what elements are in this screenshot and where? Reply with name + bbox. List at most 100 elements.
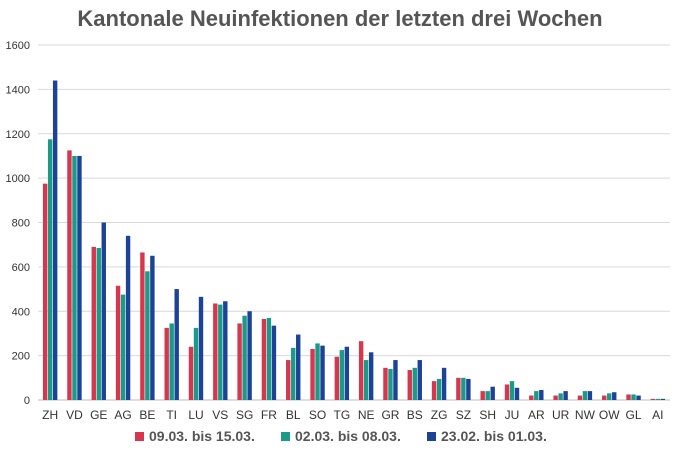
y-axis-ticks: 0 200 400 600 800 1000 1200 1400 1600 [6, 40, 30, 407]
legend-label: 09.03. bis 15.03. [149, 428, 255, 444]
bar [655, 398, 661, 400]
bar [320, 345, 325, 400]
bar [296, 334, 301, 400]
x-tick-label: UR [552, 408, 570, 422]
bar [169, 323, 174, 400]
y-tick-label: 1400 [6, 84, 30, 96]
bar [436, 378, 442, 400]
bar [393, 360, 398, 400]
bar [242, 315, 247, 400]
y-tick-label: 200 [12, 351, 30, 363]
bar [339, 350, 345, 400]
bar [101, 222, 106, 400]
bar [77, 155, 82, 400]
bar [466, 378, 471, 400]
bar [72, 155, 77, 400]
x-tick-label: BE [139, 408, 155, 422]
bar [607, 393, 612, 400]
x-tick-label: GE [90, 408, 107, 422]
bar [650, 398, 656, 400]
x-tick-label: VS [212, 408, 228, 422]
bar [461, 377, 466, 400]
bar [52, 80, 58, 400]
bar [213, 303, 218, 400]
bar [504, 384, 510, 400]
bar [602, 395, 607, 400]
bar [188, 346, 194, 400]
y-tick-label: 1200 [6, 129, 30, 141]
bar [315, 343, 320, 400]
bar [150, 255, 155, 400]
bar [431, 381, 437, 400]
bar [626, 394, 631, 400]
legend: 09.03. bis 15.03. 02.03. bis 08.03. 23.02.… [135, 428, 547, 444]
x-tick-label: ZH [42, 408, 58, 422]
bar [193, 327, 199, 400]
gridlines [38, 44, 670, 401]
bar [115, 285, 121, 400]
bar [612, 392, 617, 400]
x-tick-label: TG [334, 408, 351, 422]
bar [368, 352, 374, 400]
x-tick-label: BS [407, 408, 423, 422]
x-tick-label: ZG [431, 408, 448, 422]
bar [582, 391, 588, 400]
bar [514, 387, 520, 400]
x-tick-label: GR [381, 408, 399, 422]
bar [218, 304, 223, 400]
legend-swatch [281, 432, 290, 441]
bar [539, 390, 544, 400]
x-tick-label: OW [599, 408, 620, 422]
bar [334, 356, 340, 400]
x-tick-label: SO [309, 408, 326, 422]
bars [42, 80, 666, 400]
y-tick-label: 1600 [6, 40, 30, 52]
bar [67, 150, 72, 400]
bar [480, 391, 485, 400]
bar [344, 346, 350, 400]
chart-title: Kantonale Neuinfektionen der letzten dre… [77, 6, 603, 31]
y-tick-label: 1000 [6, 173, 30, 185]
bar [388, 368, 393, 400]
x-tick-label: AI [652, 408, 663, 422]
bar [509, 381, 515, 400]
bar [660, 398, 666, 400]
x-tick-label: AG [114, 408, 131, 422]
bar [174, 289, 179, 400]
bar [145, 271, 150, 400]
x-tick-label: BL [286, 408, 301, 422]
bar [363, 360, 369, 400]
bar [247, 311, 252, 400]
bar [266, 317, 272, 400]
bar [383, 367, 388, 400]
bar [553, 395, 558, 400]
legend-swatch [135, 432, 144, 441]
x-tick-label: FR [261, 408, 277, 422]
y-tick-label: 600 [12, 262, 30, 274]
x-tick-label: SH [479, 408, 496, 422]
y-tick-label: 0 [24, 395, 30, 407]
x-tick-label: LU [188, 408, 203, 422]
x-tick-label: NE [358, 408, 375, 422]
bar [417, 360, 422, 400]
x-tick-label: TI [166, 408, 177, 422]
x-tick-label: NW [575, 408, 596, 422]
x-tick-label: GL [626, 408, 642, 422]
x-tick-label: SG [236, 408, 253, 422]
bar [198, 296, 204, 400]
bar [96, 248, 101, 400]
bar [125, 235, 131, 400]
bar [563, 391, 568, 400]
bar [587, 391, 593, 400]
bar [91, 246, 96, 400]
x-tick-label: JU [505, 408, 520, 422]
y-tick-label: 800 [12, 218, 30, 230]
bar [120, 294, 126, 400]
bar [485, 391, 490, 400]
bar [636, 395, 641, 400]
bar [358, 341, 364, 400]
legend-label: 23.02. bis 01.03. [441, 428, 547, 444]
bar [558, 393, 563, 400]
